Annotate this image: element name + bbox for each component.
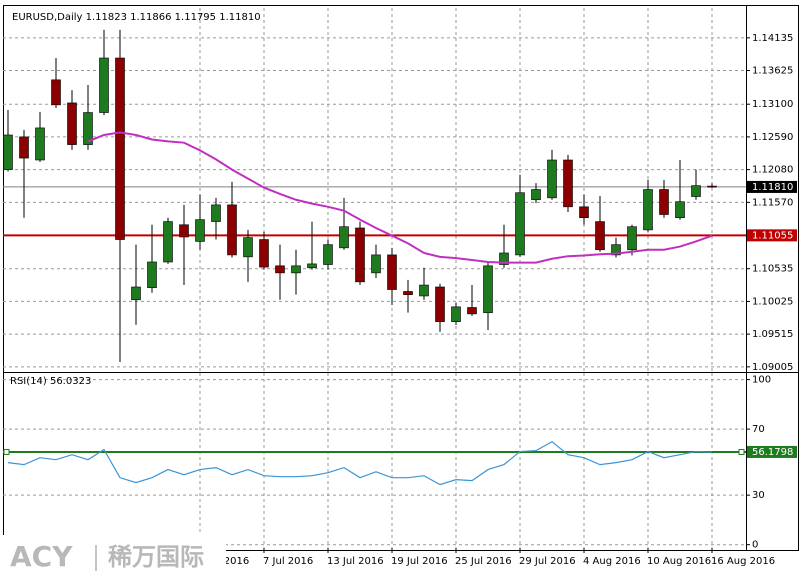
level-label: 56.1798 [752, 447, 793, 458]
candle-body [243, 237, 253, 258]
candle-body [323, 244, 333, 265]
candle-body [467, 307, 477, 315]
y-tick-label: 1.10025 [752, 296, 793, 307]
symbol-header: EURUSD,Daily 1.11823 1.11866 1.11795 1.1… [12, 12, 261, 23]
y-tick-label: 1.10535 [752, 264, 793, 275]
y-tick-label: 1.09005 [752, 362, 793, 373]
x-tick-label: 29 Jul 2016 [519, 556, 576, 567]
y-tick-label: 1.11570 [752, 197, 793, 208]
rsi-line [7, 440, 713, 486]
candle-body [515, 192, 525, 256]
candle-body [579, 206, 589, 219]
candle-body [547, 159, 557, 199]
candle-body [627, 226, 637, 251]
level-label-bg [747, 445, 797, 458]
candle-body [163, 221, 173, 263]
level-label: 1.11055 [752, 230, 793, 241]
candle-body [499, 252, 509, 265]
candle-body [339, 226, 349, 249]
candle-body [211, 204, 221, 222]
price-panel [3, 8, 746, 371]
level-handle [738, 448, 745, 455]
y-tick-label: 1.13625 [752, 66, 793, 77]
watermark-text: 稀万国际 [108, 543, 204, 571]
candle-body [403, 291, 413, 295]
candle-body [291, 265, 301, 274]
y-tick-label: 1.12590 [752, 132, 793, 143]
candle-body [99, 57, 109, 113]
level-label: 1.11810 [752, 182, 793, 193]
y-tick-label: 70 [752, 424, 765, 435]
candle-body [643, 189, 653, 231]
x-tick-label: 25 Jul 2016 [455, 556, 512, 567]
candle-body [179, 224, 189, 238]
x-tick-label: 10 Aug 2016 [647, 556, 711, 567]
candle-body [83, 112, 93, 145]
x-tick-label: 7 Jul 2016 [263, 556, 313, 567]
candle-body [195, 219, 205, 242]
watermark-logo: ACY [10, 540, 73, 573]
rsi-panel [3, 373, 746, 548]
candle-body [563, 159, 573, 208]
y-tick-label: 1.12080 [752, 165, 793, 176]
y-tick-label: 1.14135 [752, 33, 793, 44]
watermark: ACY 稀万国际 [0, 535, 226, 581]
candle-body [435, 286, 445, 322]
frame [3, 5, 799, 551]
candle-body [115, 57, 125, 240]
candle-body [67, 102, 77, 145]
candle-body [131, 286, 141, 301]
rsi-header: RSI(14) 56.0323 [10, 376, 91, 387]
candle-body [419, 284, 429, 297]
candle-body [19, 136, 29, 159]
candle-body [387, 254, 397, 290]
y-tick-label: 1.13100 [752, 99, 793, 110]
candle-body [35, 127, 45, 161]
candle-body [483, 265, 493, 313]
candle-body [259, 239, 269, 268]
candle-body [147, 261, 157, 288]
candle-body [51, 79, 61, 106]
candle-body [595, 221, 605, 251]
candle-body [355, 227, 365, 283]
level-handle [3, 448, 10, 455]
x-tick-label: 16 Aug 2016 [711, 556, 775, 567]
x-tick-label: 13 Jul 2016 [327, 556, 384, 567]
y-tick-label: 30 [752, 490, 765, 501]
candle-body [707, 185, 717, 188]
candle-body [691, 185, 701, 197]
watermark-bg [0, 535, 226, 581]
level-label-bg [747, 229, 797, 242]
candle-body [659, 189, 669, 215]
candle-body [611, 244, 621, 256]
level-label-bg [747, 180, 797, 193]
x-tick-label: 19 Jul 2016 [391, 556, 448, 567]
candle-body [675, 201, 685, 219]
candle-body [3, 134, 13, 170]
labels: 1.14135 1.13625 1.13100 1.12590 1.12080 1.115… [3, 33, 797, 567]
candle-body [275, 265, 285, 274]
moving-average [87, 131, 713, 264]
y-tick-label: 0 [752, 540, 758, 551]
candle-body [451, 306, 461, 322]
candle-body [227, 204, 237, 256]
y-tick-label: 100 [752, 375, 771, 386]
candle-body [371, 254, 381, 274]
x-tick-label: 4 Aug 2016 [583, 556, 641, 567]
y-tick-label: 1.09515 [752, 329, 793, 340]
candle-body [307, 263, 317, 269]
candle-body [531, 189, 541, 201]
